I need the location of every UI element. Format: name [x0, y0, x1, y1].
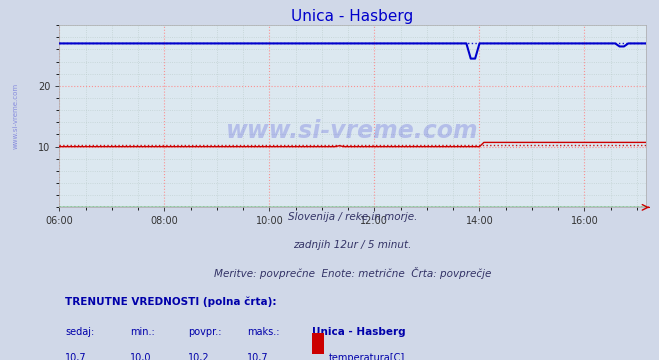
Text: 10,7: 10,7 — [247, 354, 269, 360]
Text: www.si-vreme.com: www.si-vreme.com — [226, 119, 479, 143]
Text: www.si-vreme.com: www.si-vreme.com — [13, 83, 18, 149]
Text: Meritve: povprečne  Enote: metrične  Črta: povprečje: Meritve: povprečne Enote: metrične Črta:… — [214, 267, 491, 279]
Text: Slovenija / reke in morje.: Slovenija / reke in morje. — [288, 212, 417, 222]
Title: Unica - Hasberg: Unica - Hasberg — [291, 9, 414, 24]
Text: 10,2: 10,2 — [188, 354, 210, 360]
Text: sedaj:: sedaj: — [65, 327, 94, 337]
Bar — [312, 333, 324, 354]
Text: 10,7: 10,7 — [65, 354, 87, 360]
Text: povpr.:: povpr.: — [188, 327, 222, 337]
Text: maks.:: maks.: — [247, 327, 279, 337]
Text: 10,0: 10,0 — [130, 354, 151, 360]
Text: TRENUTNE VREDNOSTI (polna črta):: TRENUTNE VREDNOSTI (polna črta): — [65, 297, 277, 307]
Text: min.:: min.: — [130, 327, 154, 337]
Text: zadnjih 12ur / 5 minut.: zadnjih 12ur / 5 minut. — [293, 240, 412, 250]
Text: Unica - Hasberg: Unica - Hasberg — [312, 327, 405, 337]
Text: temperatura[C]: temperatura[C] — [329, 354, 405, 360]
